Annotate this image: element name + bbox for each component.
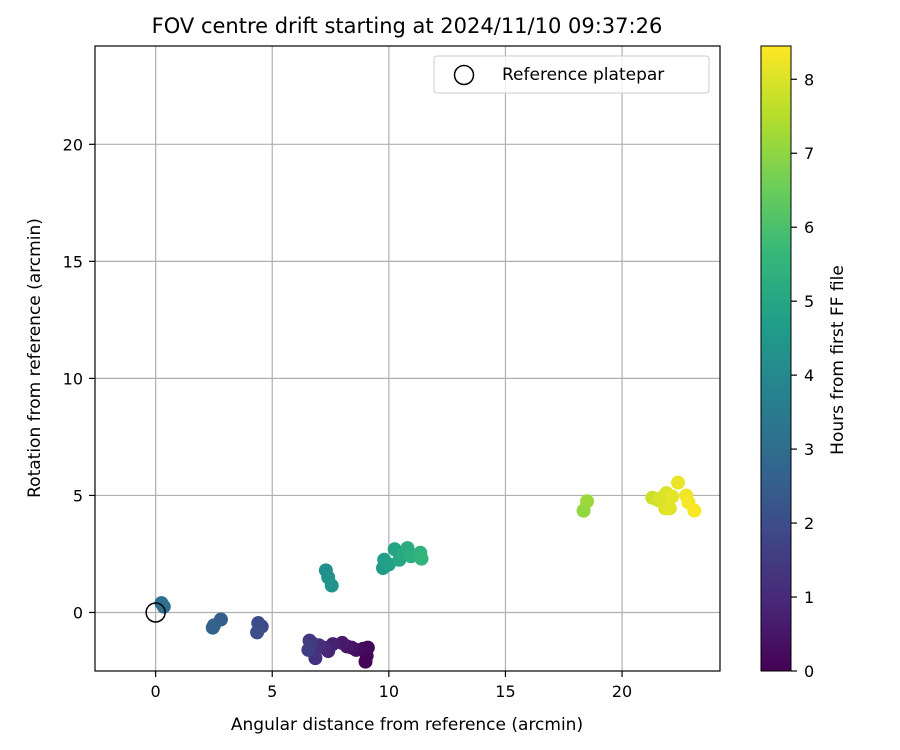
colorbar-tick-label: 2 <box>804 514 814 533</box>
legend-marker-icon <box>453 64 475 86</box>
scatter-point <box>662 501 677 516</box>
plot-frame <box>94 45 721 672</box>
colorbar-tick-label: 6 <box>804 218 814 237</box>
reference-marker <box>145 602 166 623</box>
y-tick-label: 10 <box>63 369 83 388</box>
scatter-point <box>154 596 169 611</box>
colorbar-tick-label: 8 <box>804 70 814 89</box>
x-tick-label: 15 <box>495 682 515 701</box>
grid <box>95 46 720 671</box>
y-axis-ticks: 0 5 10 15 20 <box>63 135 95 622</box>
chart-title: FOV centre drift starting at 2024/11/10 … <box>152 14 663 38</box>
x-axis-label: Angular distance from reference (arcmin) <box>231 715 583 735</box>
x-tick-label: 0 <box>151 682 161 701</box>
x-tick-label: 10 <box>379 682 399 701</box>
scatter-point <box>205 620 220 635</box>
y-tick-label: 0 <box>73 603 83 622</box>
y-axis-label: Rotation from reference (arcmin) <box>25 218 45 498</box>
colorbar-tick-label: 3 <box>804 440 814 459</box>
y-tick-label: 20 <box>63 135 83 154</box>
scatter-points <box>154 475 702 669</box>
colorbar: 0 1 2 3 4 5 6 7 8 Hours from first FF file <box>760 45 848 681</box>
colorbar-tick-label: 0 <box>804 662 814 681</box>
legend: Reference platepar <box>433 55 710 94</box>
scatter-point <box>301 642 316 657</box>
colorbar-label: Hours from first FF file <box>828 265 848 455</box>
scatter-point <box>381 557 396 572</box>
colorbar-tick-label: 5 <box>804 292 814 311</box>
scatter-point <box>671 475 686 490</box>
reference-point <box>145 602 166 623</box>
x-axis-ticks: 0 5 10 15 20 <box>151 671 632 701</box>
y-tick-label: 15 <box>63 252 83 271</box>
colorbar-tick-label: 4 <box>804 366 814 385</box>
scatter-point <box>580 494 595 509</box>
scatter-point <box>324 578 339 593</box>
colorbar-tick-label: 1 <box>804 588 814 607</box>
scatter-point <box>665 489 680 504</box>
x-tick-label: 5 <box>267 682 277 701</box>
legend-entry-label: Reference platepar <box>502 65 664 85</box>
x-tick-label: 20 <box>612 682 632 701</box>
legend-box <box>433 55 710 94</box>
scatter-point <box>250 625 265 640</box>
colorbar-ticks: 0 1 2 3 4 5 6 7 8 <box>791 70 814 681</box>
y-tick-label: 5 <box>73 486 83 505</box>
colorbar-tick-label: 7 <box>804 144 814 163</box>
colorbar-gradient <box>760 45 792 672</box>
scatter-point <box>414 551 429 566</box>
scatter-point <box>687 503 702 518</box>
